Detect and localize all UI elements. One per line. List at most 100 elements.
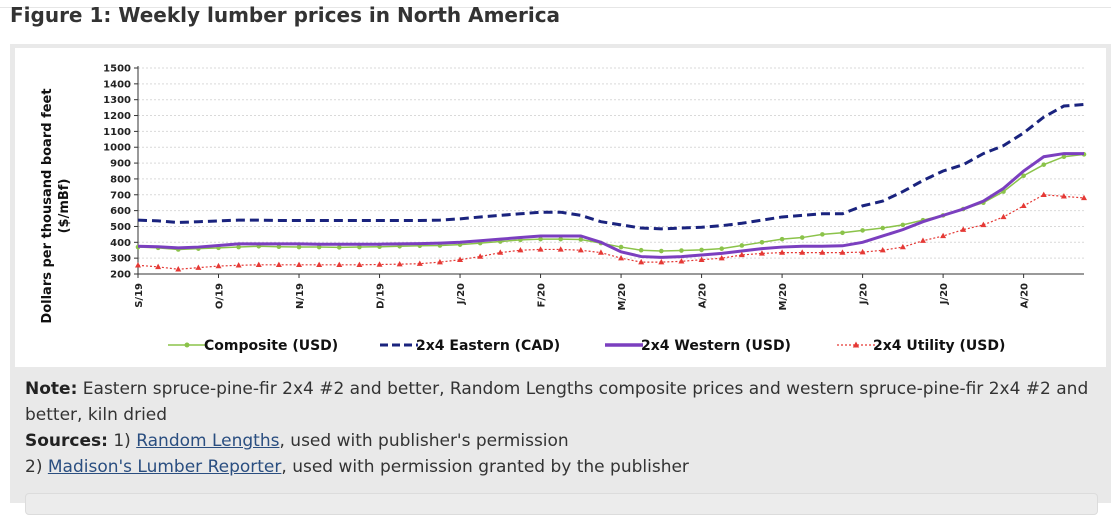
data-point-2x4-utility-usd [396,260,403,267]
legend-label-2x4-eastern-cad: 2x4 Eastern (CAD) [416,338,560,354]
data-point-composite-usd [779,236,785,242]
legend-label-2x4-utility-usd: 2x4 Utility (USD) [873,338,1005,354]
data-point-2x4-utility-usd [155,263,162,270]
data-point-composite-usd [578,237,584,242]
data-point-composite-usd [1021,173,1026,179]
note-label: Note: [25,379,78,399]
x-tick-label: N/19 [295,283,306,309]
y-tick-label: 500 [110,222,131,233]
data-point-2x4-utility-usd [376,261,383,267]
data-point-2x4-utility-usd [658,258,665,265]
source-2-line: 2) Madison's Lumber Reporter, used with … [25,454,1100,480]
sources-line: Sources: 1) Random Lengths, used with pu… [25,428,1100,454]
data-point-composite-usd [1061,154,1067,160]
legend-marker-2x4-utility-usd [852,341,860,348]
data-point-2x4-utility-usd [819,249,826,255]
y-tick-label: 200 [110,270,131,281]
data-point-composite-usd [699,247,704,253]
data-point-2x4-utility-usd [235,262,242,268]
y-tick-label: 900 [110,159,131,170]
top-divider [0,7,1111,8]
data-point-2x4-utility-usd [356,261,363,268]
data-point-2x4-utility-usd [316,261,323,268]
x-tick-label: F/20 [537,283,548,307]
y-tick-label: 1000 [103,143,131,154]
data-point-2x4-utility-usd [618,254,625,261]
data-point-2x4-utility-usd [698,256,705,262]
data-point-2x4-utility-usd [919,237,926,243]
note-text: Eastern spruce-pine-fir 2x4 #2 and bette… [25,379,1089,425]
data-point-2x4-utility-usd [296,261,303,268]
data-point-2x4-utility-usd [960,226,967,232]
y-axis-title: Dollars per thousand board feet ($/mBf) [40,88,72,323]
data-point-2x4-utility-usd [175,266,182,272]
data-point-composite-usd [276,244,282,250]
data-point-2x4-utility-usd [879,247,886,253]
x-tick-label: J/20 [859,283,870,305]
data-point-2x4-utility-usd [255,261,262,268]
chart-container: 200 300 400 500 600 700 800 900 1000 1100 1200 1300… [15,48,1106,367]
data-point-2x4-utility-usd [215,262,222,269]
data-point-composite-usd [1041,162,1047,167]
y-tick-label: 1400 [103,79,131,90]
legend-label-composite-usd: Composite (USD) [204,338,338,354]
data-point-composite-usd [296,244,302,250]
data-point-composite-usd [900,222,906,228]
series-line-2x4-utility-usd [137,194,1085,270]
data-point-composite-usd [679,248,684,253]
source-1-suffix: , used with publisher's permission [279,431,569,451]
series-line-2x4-eastern-cad [137,102,1085,231]
data-point-composite-usd [880,225,886,231]
x-tick-label: A/20 [1020,283,1031,308]
sources-label: Sources: [25,431,108,451]
data-point-composite-usd [336,245,342,250]
y-tick-label: 300 [110,254,131,265]
x-tick-label: A/20 [698,283,709,308]
y-tick-label: 600 [110,206,131,217]
figure-title: Figure 1: Weekly lumber prices in North … [10,3,561,27]
data-point-composite-usd [236,244,241,250]
y-tick-label: 1200 [103,111,131,122]
data-point-2x4-utility-usd [275,261,282,268]
data-point-composite-usd [357,244,362,250]
data-point-2x4-utility-usd [1060,193,1067,199]
data-point-2x4-utility-usd [839,249,846,255]
data-point-2x4-utility-usd [457,256,464,262]
data-point-2x4-utility-usd [718,254,725,261]
data-point-2x4-utility-usd [537,246,544,252]
x-tick-label: M/20 [617,283,628,311]
figure-notes: Note: Eastern spruce-pine-fir 2x4 #2 and… [25,376,1100,480]
data-point-2x4-utility-usd [799,249,806,255]
source-1-link[interactable]: Random Lengths [136,431,280,451]
data-point-2x4-utility-usd [678,258,685,264]
y-tick-label: 800 [110,174,131,185]
data-point-2x4-utility-usd [577,247,584,253]
data-point-composite-usd [739,243,745,248]
legend-label-2x4-western-usd: 2x4 Western (USD) [641,338,791,354]
data-point-2x4-utility-usd [758,250,765,256]
line-chart: 200 300 400 500 600 700 800 900 1000 1100 1200 1300… [40,64,1087,354]
data-point-composite-usd [538,236,543,242]
data-point-2x4-utility-usd [517,247,524,253]
data-point-2x4-utility-usd [779,249,786,255]
data-point-2x4-utility-usd [195,264,202,270]
data-point-composite-usd [558,236,563,242]
data-point-2x4-utility-usd [1000,213,1007,220]
source-2-prefix: 2) [25,457,43,477]
data-point-composite-usd [759,240,765,245]
x-tick-label: J/20 [939,283,950,305]
data-point-2x4-utility-usd [899,243,906,250]
data-point-2x4-utility-usd [135,262,141,268]
data-point-composite-usd [659,248,664,254]
x-tick-label: S/19 [134,283,145,308]
data-point-composite-usd [799,235,805,240]
data-point-2x4-utility-usd [638,258,645,265]
y-tick-label: 1300 [103,95,131,106]
x-tick-label: J/20 [456,283,467,305]
legend-marker-composite-usd [184,342,190,348]
data-point-2x4-utility-usd [940,232,947,239]
data-point-2x4-utility-usd [597,249,604,255]
data-point-2x4-utility-usd [416,260,423,266]
source-2-suffix: , used with permission granted by the pu… [281,457,689,477]
source-2-link[interactable]: Madison's Lumber Reporter [47,457,282,477]
